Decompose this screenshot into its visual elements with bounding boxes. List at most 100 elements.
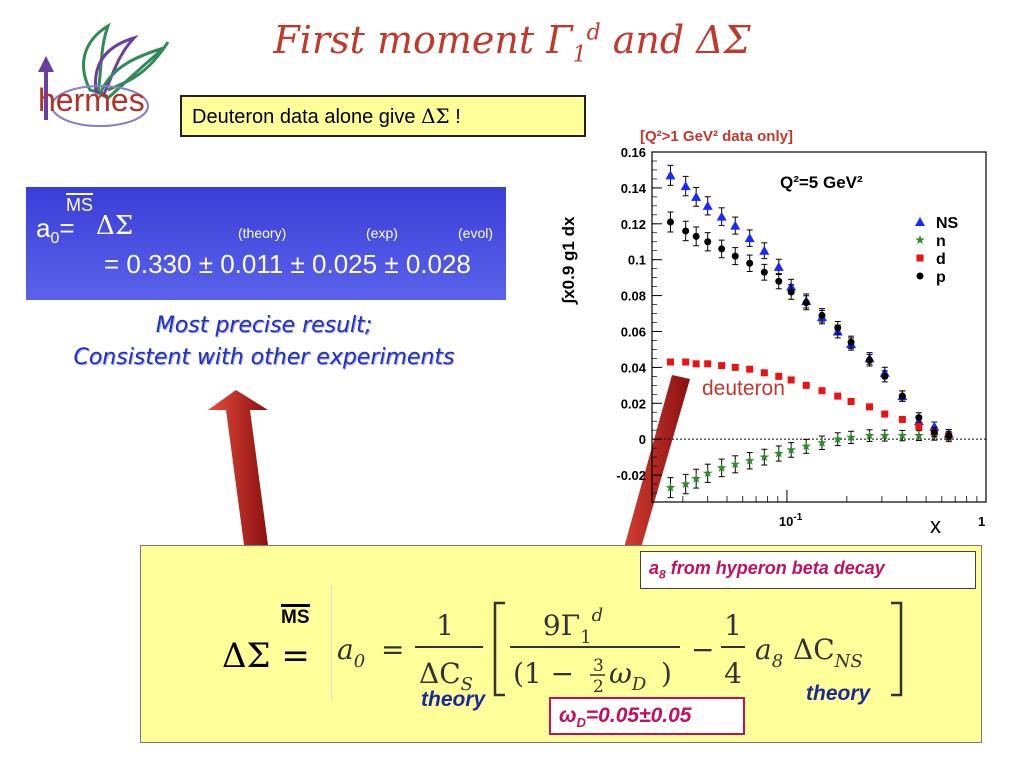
chart-y-tick-label: -0.02 <box>616 468 646 483</box>
chart-x-axis-label: x <box>930 513 941 538</box>
data-point-p <box>847 338 855 346</box>
data-point-p <box>746 259 754 267</box>
result-col-theory: (theory) <box>238 225 287 241</box>
data-point-NS <box>773 261 784 271</box>
chart-y-tick-label: 0.06 <box>621 324 646 339</box>
formula-delta-cns: ΔCNS <box>793 633 863 672</box>
legend-marker-d <box>916 254 924 262</box>
data-point-n <box>833 434 843 444</box>
moment-chart: 0.160.140.120.10.080.060.040.020-0.02 10… <box>560 145 987 538</box>
theory-label-1: theory <box>421 688 486 711</box>
result-a0-sub: 0 <box>50 230 60 248</box>
data-point-d <box>881 410 889 418</box>
data-point-p <box>775 277 783 285</box>
data-point-n <box>759 452 770 462</box>
data-point-d <box>775 372 783 380</box>
a8-note-letter: a <box>649 558 660 578</box>
formula-ms-scheme: MS <box>281 604 310 629</box>
chart-title: Q²=5 GeV² <box>780 173 863 192</box>
data-point-d <box>898 415 906 423</box>
deuteron-callout: Deuteron data alone give ΔΣ ! <box>180 95 586 137</box>
data-point-n <box>716 462 727 472</box>
formula-divider <box>331 585 332 700</box>
formula-lhs: ΔΣ = <box>222 636 310 676</box>
title-gamma-sub: 1 <box>572 42 587 68</box>
wings-arrow-logo <box>38 22 170 127</box>
series-n <box>665 429 954 499</box>
deuteron-callout-symbol: ΔΣ <box>421 104 450 128</box>
series-p <box>666 211 953 441</box>
formula-lhs-eq: = <box>281 636 310 676</box>
chart-x-tick-label: 1 <box>978 514 985 529</box>
data-point-n <box>744 455 755 465</box>
result-delta-sigma: ΔΣ <box>96 211 134 241</box>
data-point-NS <box>691 191 702 201</box>
data-point-d <box>847 397 855 405</box>
q2-cut-note: [Q²>1 GeV² data only] <box>640 128 793 145</box>
formula-minus: − <box>691 633 714 666</box>
data-point-NS <box>702 200 713 210</box>
data-point-p <box>666 218 674 226</box>
data-point-p <box>682 227 690 235</box>
data-point-d <box>692 360 700 368</box>
omega-note-text: =0.05±0.05 <box>585 704 692 727</box>
data-point-d <box>802 381 810 389</box>
data-point-d <box>718 362 726 370</box>
chart-y-ticks: 0.16 0.14 0.12 0.1 0.08 0.06 0.04 0.02 0 -0.02 <box>616 145 662 494</box>
title-gamma: Γ <box>546 18 573 62</box>
data-point-p <box>787 288 795 296</box>
chart-y-axis-label: ∫x0.9 g1 dx <box>560 216 578 305</box>
chart-y-tick-label: 0.02 <box>621 396 646 411</box>
chart-y-tick-label: 0 <box>639 432 646 447</box>
legend-marker-p <box>916 272 924 280</box>
chart-y-axis-label-group: ∫x0.9 g1 dx <box>560 216 578 305</box>
conclusion-line2: Consistent with other experiments <box>73 345 455 370</box>
chart-y-tick-label: 0.12 <box>621 217 646 232</box>
a8-note-sub: 8 <box>659 567 666 582</box>
omega-note-sub: D <box>576 715 586 731</box>
data-point-d <box>666 358 674 366</box>
data-point-n <box>786 444 796 454</box>
data-point-d <box>834 392 842 400</box>
chart-frame <box>651 151 987 503</box>
data-point-p <box>818 311 826 319</box>
deuteron-callout-text: Deuteron data alone give <box>192 106 422 128</box>
legend-label-d: d <box>936 251 946 268</box>
result-value: = 0.330 ± 0.011 ± 0.025 ± 0.028 <box>104 249 471 279</box>
formula-delta-cs: ΔCS <box>419 657 473 695</box>
result-a0: a0= <box>36 213 75 248</box>
chart-y-tick-label: 0.1 <box>628 253 646 268</box>
theory-label-2: theory <box>806 682 871 705</box>
title-suffix: and ΔΣ <box>600 18 751 62</box>
formula-three: 3 <box>593 656 604 676</box>
formula-bracket-right <box>891 601 903 697</box>
a8-note: a8 from hyperon beta decay <box>640 551 976 589</box>
data-point-n <box>864 430 875 440</box>
omega-note-symbol: ω <box>559 704 577 727</box>
arrow-down-icon <box>604 375 690 594</box>
data-point-p <box>731 252 739 260</box>
data-point-NS <box>665 170 676 180</box>
data-point-p <box>898 392 906 400</box>
formula-bracket-left <box>493 601 505 697</box>
logo-text: hermes <box>38 82 145 118</box>
data-point-n <box>665 482 676 492</box>
data-point-p <box>718 245 726 253</box>
data-point-NS <box>680 181 691 191</box>
title-prefix: First moment <box>273 18 547 62</box>
data-point-n <box>774 448 784 458</box>
formula-a0: a0 <box>337 633 365 672</box>
data-point-p <box>692 232 700 240</box>
data-point-NS <box>759 245 770 255</box>
data-point-n <box>817 437 827 447</box>
omega-note: ωD=0.05±0.05 <box>549 697 745 735</box>
data-point-p <box>945 432 953 440</box>
data-point-p <box>704 238 712 246</box>
data-point-n <box>801 441 811 451</box>
formula-a8: a8 <box>755 633 783 672</box>
result-col-exp: (exp) <box>366 225 398 241</box>
data-point-p <box>802 299 810 307</box>
page-title: First moment Γ1d and ΔΣ <box>0 18 1024 68</box>
data-point-n <box>880 430 890 440</box>
